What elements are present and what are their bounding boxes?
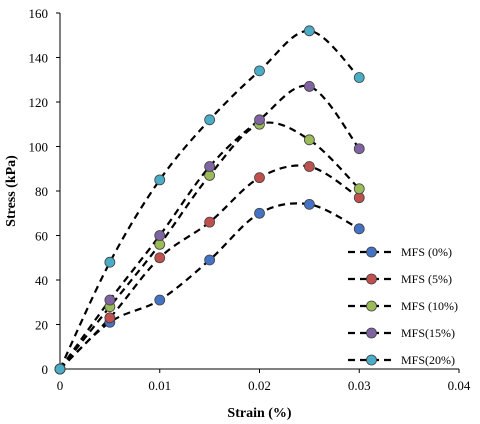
data-point — [205, 217, 215, 227]
x-tick-label: 0 — [57, 378, 64, 393]
y-tick-label: 20 — [35, 318, 48, 333]
data-point — [255, 115, 265, 125]
series-points — [55, 26, 364, 374]
data-point — [304, 135, 314, 145]
series-line-1 — [60, 166, 359, 369]
data-point — [105, 313, 115, 323]
y-tick-label: 80 — [35, 184, 48, 199]
legend-label: MFS (0%) — [401, 245, 452, 259]
y-tick-label: 160 — [29, 6, 49, 21]
legend-label: MFS(15%) — [401, 326, 455, 340]
y-tick-label: 40 — [35, 273, 48, 288]
legend-marker — [367, 355, 377, 365]
data-point — [304, 162, 314, 172]
y-tick-label: 100 — [29, 140, 49, 155]
x-tick-label: 0.04 — [448, 378, 471, 393]
data-point — [255, 66, 265, 76]
x-axis-title: Strain (%) — [227, 406, 292, 421]
legend: MFS (0%) MFS (5%) MFS (10%) MFS(15%) MFS(20%… — [348, 245, 458, 367]
data-point — [205, 170, 215, 180]
data-point — [55, 364, 65, 374]
legend-label: MFS (5%) — [401, 272, 452, 286]
data-point — [354, 144, 364, 154]
data-point — [155, 295, 165, 305]
y-tick-label: 140 — [29, 51, 49, 66]
data-point — [354, 193, 364, 203]
data-point — [304, 26, 314, 36]
data-point — [255, 173, 265, 183]
legend-marker — [367, 301, 377, 311]
data-point — [155, 231, 165, 241]
data-point — [205, 115, 215, 125]
data-point — [105, 257, 115, 267]
data-point — [205, 162, 215, 172]
data-point — [354, 184, 364, 194]
data-point — [105, 295, 115, 305]
series-line-0 — [60, 203, 359, 369]
legend-marker — [367, 247, 377, 257]
x-tick-label: 0.02 — [248, 378, 271, 393]
data-point — [304, 199, 314, 209]
data-point — [354, 224, 364, 234]
y-tick-label: 120 — [29, 95, 49, 110]
data-point — [205, 255, 215, 265]
data-point — [155, 175, 165, 185]
legend-label: MFS (10%) — [401, 299, 458, 313]
legend-marker — [367, 328, 377, 338]
x-tick-label: 0.03 — [348, 378, 371, 393]
data-point — [155, 253, 165, 263]
y-tick-label: 0 — [42, 362, 49, 377]
legend-label: MFS(20%) — [401, 353, 455, 367]
series-line-2 — [60, 123, 359, 369]
y-axis-title: Stress (kPa) — [4, 155, 19, 227]
x-tick-label: 0.01 — [148, 378, 171, 393]
data-point — [255, 208, 265, 218]
y-tick-label: 60 — [35, 229, 48, 244]
legend-marker — [367, 274, 377, 284]
data-point — [354, 73, 364, 83]
data-point — [304, 81, 314, 91]
